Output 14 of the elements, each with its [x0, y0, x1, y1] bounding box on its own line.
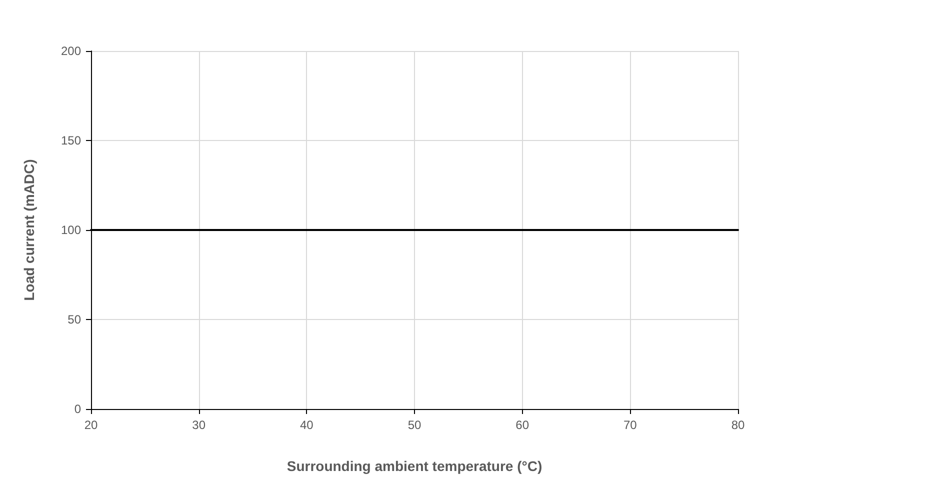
x-tick-label: 40	[300, 418, 314, 432]
y-tick-label: 200	[60, 44, 82, 58]
x-tick-label: 20	[84, 418, 98, 432]
x-tick-label: 30	[192, 418, 206, 432]
y-tick-label: 150	[60, 134, 82, 148]
x-tick-label: 70	[623, 418, 638, 432]
x-tick-label: 60	[516, 418, 530, 432]
y-tick-label: 50	[68, 312, 82, 326]
y-tick-label: 0	[74, 402, 82, 416]
x-tick-label: 50	[408, 418, 422, 432]
y-tick-label: 100	[60, 223, 82, 237]
y-axis-title: Load current (mADC)	[21, 159, 37, 301]
x-tick-label: 80	[731, 418, 745, 432]
x-axis-title: Surrounding ambient temperature (°C)	[286, 458, 542, 474]
